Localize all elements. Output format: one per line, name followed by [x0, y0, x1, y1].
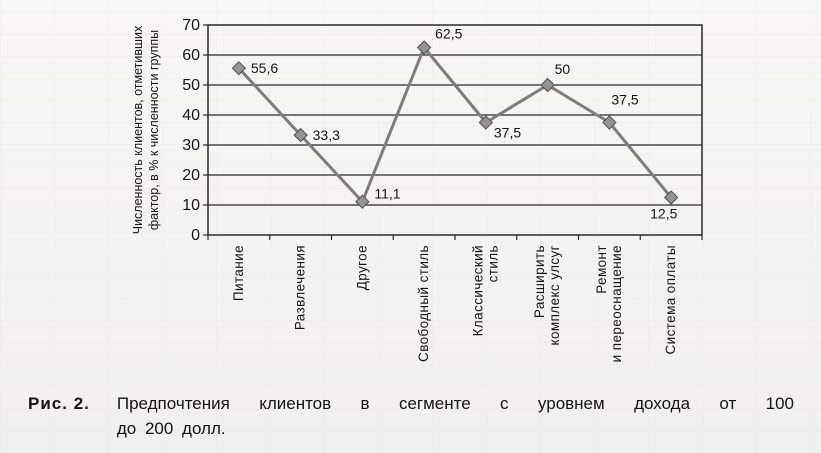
- data-point-marker: [478, 115, 494, 130]
- data-point-marker: [293, 127, 308, 143]
- data-point-label: 37,5: [611, 92, 638, 108]
- figure-caption-line2: до 200 долл.: [116, 419, 226, 438]
- y-tick-label: 40: [182, 107, 200, 124]
- data-point-marker: [416, 40, 432, 55]
- figure-caption-line1: Предпочтения клиентов в сегменте с уровн…: [116, 394, 794, 413]
- data-point-marker: [231, 60, 247, 76]
- data-point-label: 11,1: [374, 186, 400, 202]
- series-line: [237, 46, 673, 204]
- category-label: Развлечения: [293, 245, 308, 330]
- data-point-label: 50: [555, 61, 571, 77]
- category-label: Свободный стиль: [416, 245, 431, 362]
- data-point-marker: [540, 77, 555, 93]
- y-tick-label: 50: [182, 77, 200, 94]
- chart-svg: 70 60 50 40 30 20 10 0 Питание Развлечения Другое С…: [131, 17, 703, 362]
- data-point-marker: [602, 115, 617, 130]
- category-label: Другое: [354, 245, 369, 290]
- y-tick-label: 20: [182, 167, 200, 184]
- category-label: Расширитькомплекс улсуг: [532, 245, 562, 345]
- category-label: Ремонти переоснащение: [594, 245, 624, 362]
- category-label: Классическийстиль: [470, 245, 500, 336]
- data-point-label: 12,5: [650, 206, 677, 222]
- figure-caption: Рис. 2. Предпочтения клиентов в сегменте…: [28, 391, 794, 441]
- plot-border: [207, 24, 703, 236]
- y-axis-title: Численность клиентов, отметивших фактор, …: [131, 25, 161, 234]
- data-point-marker: [355, 194, 370, 209]
- data-point-marker: [663, 190, 679, 205]
- data-point-label: 37,5: [494, 125, 521, 141]
- y-tick-label: 10: [182, 197, 200, 214]
- data-point-label: 62,5: [435, 26, 462, 42]
- y-tick-label: 0: [191, 227, 200, 244]
- data-point-label: 55,6: [251, 60, 278, 76]
- y-tick-label: 60: [182, 47, 200, 64]
- category-label: Система оплаты: [663, 245, 678, 355]
- data-point-label: 33,3: [313, 127, 340, 143]
- y-tick-label: 70: [182, 17, 200, 34]
- y-tick-label: 30: [182, 137, 200, 154]
- category-label: Питание: [231, 245, 246, 301]
- figure-caption-label: Рис. 2.: [28, 394, 90, 413]
- figure-caption-text: Предпочтения клиентов в сегменте с уровн…: [117, 391, 794, 441]
